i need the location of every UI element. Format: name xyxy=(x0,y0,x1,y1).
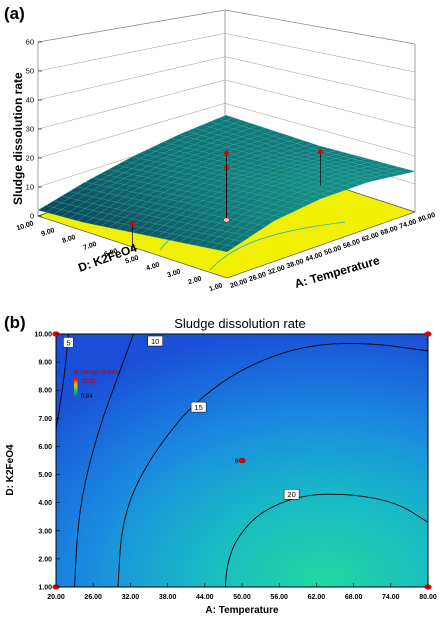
z-tick-label: 20 xyxy=(26,154,34,163)
x-axis-ticks: 20.00 26.00 32.00 38.00 44.00 50.00 56.00 62.00… xyxy=(47,583,437,601)
contour-label-box xyxy=(190,401,207,413)
y-tick-label: 10.00 xyxy=(34,332,52,339)
x-tick-label-3d: 26.00 xyxy=(248,271,267,283)
x-tick-label-3d: 68.00 xyxy=(380,225,399,237)
y-tick-label-3d: 1.00 xyxy=(208,282,223,293)
contour-label: 5 xyxy=(66,338,70,347)
contour-label: 10 xyxy=(151,337,159,346)
design-points-3d xyxy=(130,149,323,251)
y-tick-label: 1.00 xyxy=(38,585,52,592)
y-tick-label-3d: 2.00 xyxy=(187,275,202,286)
y-tick-label-3d: 7.00 xyxy=(82,241,97,252)
x-tick-label: 74.00 xyxy=(382,594,400,601)
x-tick-label: 38.00 xyxy=(159,594,177,601)
response-surface xyxy=(37,115,416,253)
z-gridline xyxy=(37,9,416,45)
panel-a: (a) 0 10 20 30 40 50 60 Sludge dissolution rat… xyxy=(4,4,436,293)
legend-min: 0.84 xyxy=(81,394,93,400)
y-axis-ticks-3d: 1.00 2.00 3.00 4.00 5.00 6.00 7.00 8.00 9.00 10.0… xyxy=(16,220,224,293)
contour-label: 20 xyxy=(287,490,295,499)
panel-b: (b) Sludge dissolution rate 5 10 15 20 6 20… xyxy=(4,313,437,616)
contour-line xyxy=(224,493,429,588)
legend: Design Points 23.51 0.84 xyxy=(73,369,118,400)
legend-title: Design Points xyxy=(81,370,118,376)
y-tick-label-3d: 5.00 xyxy=(124,255,139,266)
x-tick-label: 26.00 xyxy=(84,594,102,601)
z-axis-ticks: 0 10 20 30 40 50 60 xyxy=(26,38,42,221)
y-axis-title: D: K2FeO4 xyxy=(5,444,16,496)
x-tick-label-3d: 50.00 xyxy=(323,245,342,257)
x-tick-label-3d: 80.00 xyxy=(417,212,436,224)
z-tick-label: 10 xyxy=(26,183,34,192)
contour-label-box xyxy=(63,337,74,348)
z-gridline xyxy=(37,33,416,73)
y-tick-label: 7.00 xyxy=(38,416,52,423)
panel-b-label: (b) xyxy=(4,313,26,332)
contour-label-box xyxy=(283,488,300,500)
x-tick-label: 50.00 xyxy=(233,594,251,601)
design-point-count: 6 xyxy=(235,459,239,465)
z-tick-label: 40 xyxy=(26,96,34,105)
z-tick-label: 50 xyxy=(26,67,34,76)
design-point-3d xyxy=(318,149,323,155)
design-point-3d xyxy=(130,221,135,227)
y-tick-label: 3.00 xyxy=(38,528,52,535)
x-tick-label: 32.00 xyxy=(122,594,140,601)
y-tick-label: 8.00 xyxy=(38,388,52,395)
x-tick-label: 62.00 xyxy=(308,594,326,601)
legend-color-bar xyxy=(74,378,78,398)
x-tick-label-3d: 56.00 xyxy=(342,238,361,250)
design-point-base-marker xyxy=(223,217,230,223)
z-gridline xyxy=(37,56,416,101)
contour-label: 15 xyxy=(194,403,202,412)
x-tick-label-3d: 20.00 xyxy=(229,278,248,290)
base-contour-line xyxy=(209,221,346,271)
z-tick-label: 0 xyxy=(30,212,34,221)
contour-lines: 5 10 15 20 xyxy=(55,333,429,588)
panel-a-label: (a) xyxy=(4,4,25,23)
contour-line xyxy=(74,333,134,588)
z-gridline xyxy=(37,103,416,159)
x-tick-label: 44.00 xyxy=(196,594,214,601)
legend-max: 23.51 xyxy=(81,379,97,385)
design-point-3d xyxy=(224,150,229,156)
y-axis-ticks: 1.00 2.00 3.00 4.00 5.00 6.00 7.00 8.00 9.00 10.0… xyxy=(34,332,60,592)
x-tick-label: 56.00 xyxy=(270,594,288,601)
x-tick-label: 68.00 xyxy=(345,594,363,601)
y-tick-label: 2.00 xyxy=(38,556,52,563)
z-tick-label: 30 xyxy=(26,125,34,134)
y-tick-label: 6.00 xyxy=(38,444,52,451)
surface-facet xyxy=(399,169,416,174)
y-tick-label: 5.00 xyxy=(38,472,52,479)
design-point xyxy=(238,457,246,464)
x-tick-label-3d: 44.00 xyxy=(305,251,324,263)
contour-line xyxy=(55,333,69,430)
z-tick-label: 60 xyxy=(26,38,34,47)
x-tick-label-3d: 74.00 xyxy=(399,218,418,230)
x-tick-label-3d: 38.00 xyxy=(286,258,305,270)
y-tick-label-3d: 10.00 xyxy=(16,220,35,232)
y-tick-label: 9.00 xyxy=(38,360,52,367)
y-tick-label-3d: 6.00 xyxy=(103,248,118,259)
x-tick-label: 80.00 xyxy=(419,594,437,601)
y-tick-label-3d: 8.00 xyxy=(61,234,76,245)
y-tick-label: 4.00 xyxy=(38,500,52,507)
legend-design-point-marker xyxy=(73,369,79,375)
y-tick-label-3d: 3.00 xyxy=(166,268,181,279)
x-axis-title: A: Temperature xyxy=(205,605,279,616)
x-tick-label-3d: 62.00 xyxy=(361,232,380,244)
z-gridline xyxy=(37,79,416,130)
x-tick-label: 20.00 xyxy=(47,594,65,601)
y-tick-label-3d: 9.00 xyxy=(40,227,55,238)
contour-label-box xyxy=(147,335,163,347)
x-tick-label-3d: 32.00 xyxy=(267,265,286,277)
z-axis-title: Sludge dissolution rate xyxy=(11,72,25,205)
contour-title: Sludge dissolution rate xyxy=(174,316,306,331)
design-point xyxy=(424,331,432,337)
y-tick-label-3d: 4.00 xyxy=(145,262,160,273)
